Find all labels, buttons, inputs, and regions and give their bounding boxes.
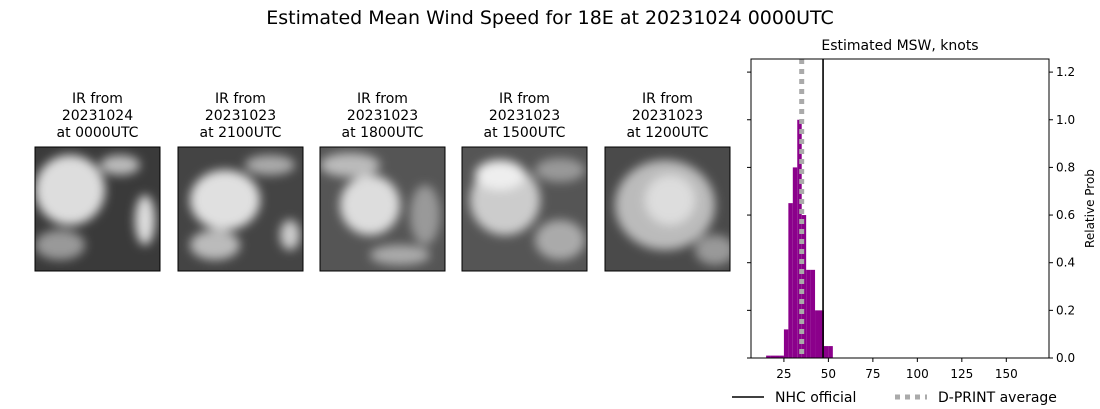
histogram-bar <box>775 355 780 358</box>
y-tick-label: 0.4 <box>1056 256 1075 270</box>
histogram-bar <box>779 355 784 358</box>
panel-title: 20231023 <box>489 108 560 124</box>
y-tick-label: 0.0 <box>1056 351 1075 365</box>
histogram-bar <box>823 346 829 358</box>
histogram-bar <box>788 203 793 358</box>
panel-title: at 1500UTC <box>484 125 566 141</box>
histogram-bar <box>828 346 833 358</box>
x-tick-label: 125 <box>950 367 973 381</box>
y-tick-label: 0.8 <box>1056 160 1075 174</box>
ir-image <box>462 147 587 271</box>
panel-title: 20231023 <box>632 108 703 124</box>
histogram-bar <box>770 355 776 358</box>
histogram-bar <box>819 310 824 358</box>
panel-title: at 0000UTC <box>57 125 139 141</box>
figure-title: Estimated Mean Wind Speed for 18E at 202… <box>266 7 834 29</box>
histogram-bar <box>783 329 789 358</box>
x-tick-label: 75 <box>865 367 880 381</box>
legend-label: NHC official <box>775 390 856 406</box>
ir-image <box>605 147 730 271</box>
axes-frame <box>750 58 1050 359</box>
histogram-bar <box>797 119 802 358</box>
panel-title: IR from <box>72 91 123 107</box>
ir-image <box>35 147 160 271</box>
panel-title: at 1800UTC <box>342 125 424 141</box>
ir-image <box>320 147 445 271</box>
y-tick-label: 1.2 <box>1056 65 1075 79</box>
panel-title: 20231023 <box>205 108 276 124</box>
legend-label: D-PRINT average <box>938 390 1057 406</box>
x-tick-label: 50 <box>821 367 836 381</box>
ir-image <box>178 147 303 271</box>
histogram-bar <box>766 355 771 358</box>
panel-title: 20231024 <box>62 108 133 124</box>
y-axis-label: Relative Prob <box>1083 169 1097 248</box>
panel-title: at 1200UTC <box>627 125 709 141</box>
panel-title: IR from <box>499 91 550 107</box>
histogram-bar <box>801 215 807 358</box>
y-tick-label: 1.0 <box>1056 113 1075 127</box>
histogram-bar <box>806 269 811 358</box>
chart-title: Estimated MSW, knots <box>821 38 978 54</box>
panel-title: 20231023 <box>347 108 418 124</box>
histogram-bar <box>815 310 820 358</box>
histogram-bar <box>792 167 798 358</box>
panel-title: IR from <box>642 91 693 107</box>
panel-title: IR from <box>357 91 408 107</box>
x-tick-label: 150 <box>995 367 1018 381</box>
x-tick-label: 100 <box>906 367 929 381</box>
y-tick-label: 0.6 <box>1056 208 1075 222</box>
panel-title: IR from <box>215 91 266 107</box>
y-tick-label: 0.2 <box>1056 303 1075 317</box>
panel-title: at 2100UTC <box>200 125 282 141</box>
histogram-bar <box>810 269 816 358</box>
x-tick-label: 25 <box>776 367 791 381</box>
ir-images <box>34 146 731 272</box>
